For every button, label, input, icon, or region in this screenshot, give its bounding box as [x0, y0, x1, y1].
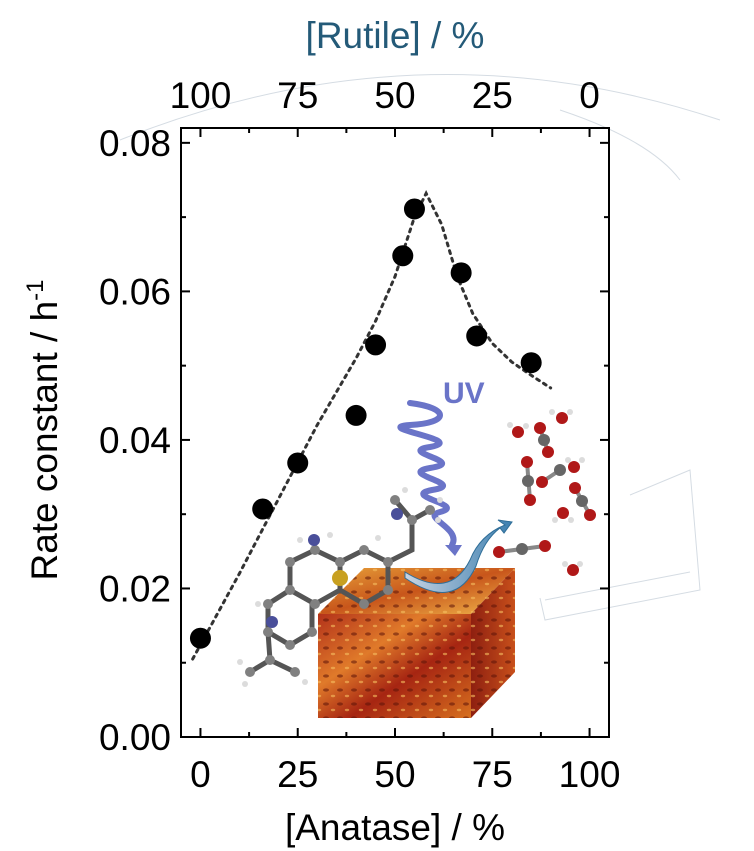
- data-point: [365, 334, 387, 356]
- bottom-axis-title: [Anatase] / %: [285, 807, 505, 848]
- top-axis-ticks: 100 75 50 25 0: [170, 75, 600, 137]
- data-point: [403, 198, 425, 220]
- x-tick-label: 0: [190, 754, 211, 795]
- y-tick-label: 0.06: [99, 271, 171, 312]
- curved-arrow-icon: [404, 519, 513, 593]
- product-molecules-icon: [493, 409, 596, 576]
- x-tick-label: 75: [472, 754, 513, 795]
- data-point: [287, 452, 309, 474]
- y-tick-label: 0.00: [99, 717, 171, 758]
- data-point: [345, 404, 367, 426]
- data-point: [466, 325, 488, 347]
- top-tick-label: 75: [277, 75, 318, 116]
- data-points: [189, 198, 542, 649]
- bottom-axis-ticks: 0 25 50 75 100: [190, 728, 620, 795]
- y-tick-label: 0.02: [99, 568, 171, 609]
- background-decoration: [119, 74, 721, 621]
- y-tick-label: 0.04: [99, 420, 171, 461]
- y-axis-ticks: 0.00 0.02 0.04 0.06 0.08: [99, 123, 609, 758]
- molecule-atoms: [237, 487, 443, 687]
- inset-illustration: UV: [237, 377, 596, 718]
- x-tick-label: 25: [277, 754, 318, 795]
- data-point: [450, 262, 472, 284]
- top-tick-label: 0: [579, 75, 600, 116]
- top-tick-label: 100: [170, 75, 232, 116]
- top-tick-label: 25: [472, 75, 513, 116]
- y-tick-label: 0.08: [99, 123, 171, 164]
- data-point: [252, 498, 274, 520]
- data-point: [189, 627, 211, 649]
- y-axis-title: Rate constant / h-1: [22, 279, 65, 580]
- data-point: [520, 352, 542, 374]
- data-point: [392, 245, 414, 267]
- uv-wave-icon: [397, 400, 457, 548]
- uv-label: UV: [443, 377, 485, 410]
- tio2-cube-image: [318, 568, 515, 718]
- x-tick-label: 100: [559, 754, 621, 795]
- top-axis-title: [Rutile] / %: [306, 15, 485, 56]
- x-tick-label: 50: [374, 754, 415, 795]
- top-tick-label: 50: [374, 75, 415, 116]
